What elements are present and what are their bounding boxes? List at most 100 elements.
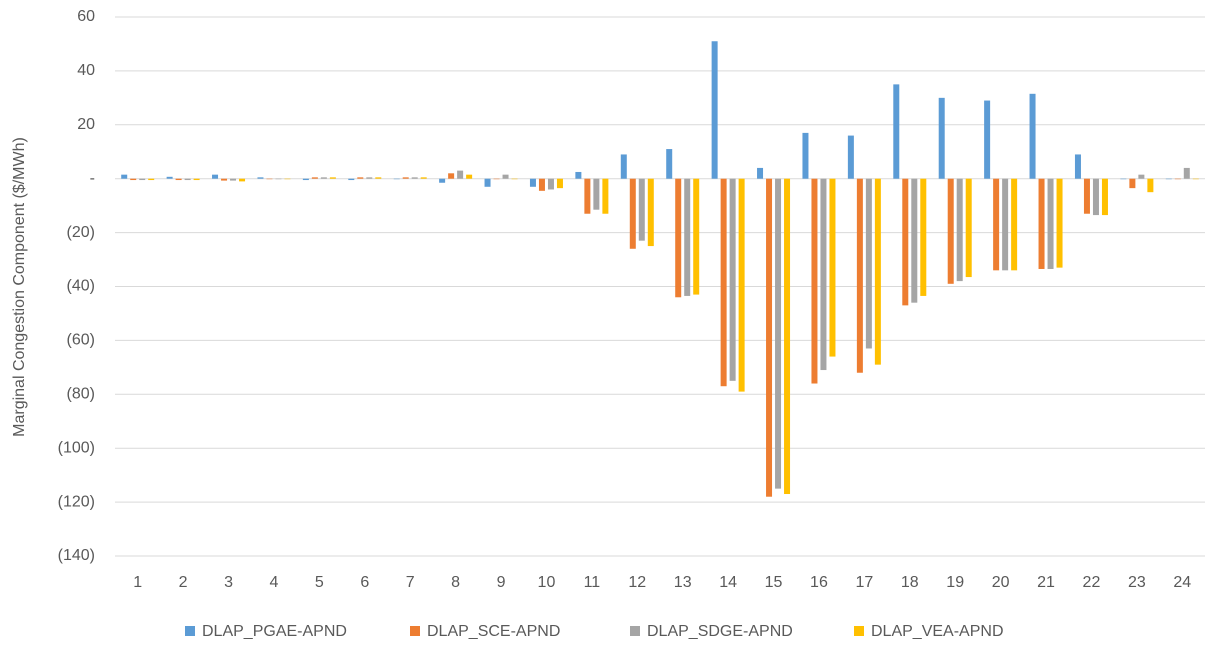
bar bbox=[484, 178, 491, 187]
bar bbox=[402, 177, 409, 179]
bar bbox=[993, 178, 1000, 271]
x-tick-label: 4 bbox=[270, 574, 279, 591]
bar bbox=[938, 97, 945, 179]
y-tick-label: (40) bbox=[67, 278, 95, 295]
bar bbox=[620, 154, 627, 179]
bar bbox=[1038, 178, 1045, 269]
bar bbox=[266, 178, 273, 180]
bar bbox=[738, 178, 745, 392]
bar bbox=[320, 177, 327, 179]
bar bbox=[1129, 178, 1136, 189]
bar bbox=[811, 178, 818, 384]
x-tick-label: 17 bbox=[855, 574, 873, 591]
bar bbox=[257, 177, 264, 179]
bar bbox=[1083, 178, 1090, 214]
bar bbox=[775, 178, 782, 489]
legend-label: DLAP_VEA-APND bbox=[871, 623, 1004, 640]
bar bbox=[602, 178, 609, 214]
bar bbox=[184, 178, 191, 181]
bar bbox=[375, 177, 382, 179]
y-tick-label: (80) bbox=[67, 386, 95, 403]
legend-label: DLAP_PGAE-APND bbox=[202, 623, 347, 640]
x-tick-label: 5 bbox=[315, 574, 324, 591]
bar bbox=[148, 178, 155, 181]
bar bbox=[956, 178, 963, 282]
bar bbox=[584, 178, 591, 214]
bar bbox=[647, 178, 654, 247]
bar bbox=[130, 178, 137, 181]
y-tick-label: (100) bbox=[58, 439, 95, 456]
bar bbox=[911, 178, 918, 303]
bar bbox=[493, 178, 500, 180]
x-tick-label: 24 bbox=[1173, 574, 1191, 591]
bar bbox=[1092, 178, 1099, 216]
bar bbox=[411, 177, 418, 179]
bar bbox=[420, 177, 427, 179]
x-tick-label: 15 bbox=[765, 574, 783, 591]
bar bbox=[784, 178, 791, 495]
y-tick-label: - bbox=[90, 170, 95, 187]
bar bbox=[556, 178, 563, 189]
bar bbox=[366, 177, 373, 179]
y-tick-label: (140) bbox=[58, 547, 95, 564]
bar bbox=[529, 178, 536, 187]
bar bbox=[693, 178, 700, 295]
y-tick-label: (20) bbox=[67, 224, 95, 241]
bar bbox=[920, 178, 927, 296]
x-tick-label: 18 bbox=[901, 574, 919, 591]
bar bbox=[221, 178, 228, 181]
bar bbox=[1002, 178, 1009, 271]
x-tick-label: 3 bbox=[224, 574, 233, 591]
bar bbox=[230, 178, 237, 181]
x-tick-label: 21 bbox=[1037, 574, 1055, 591]
x-tick-label: 11 bbox=[584, 574, 601, 591]
x-tick-label: 9 bbox=[497, 574, 506, 591]
bar bbox=[856, 178, 863, 373]
bar bbox=[766, 178, 773, 497]
bar bbox=[1011, 178, 1018, 271]
y-tick-label: (60) bbox=[67, 332, 95, 349]
legend-swatch bbox=[185, 626, 195, 636]
y-tick-label: (120) bbox=[58, 493, 95, 510]
bar bbox=[348, 178, 355, 181]
legend-label: DLAP_SDGE-APND bbox=[647, 623, 793, 640]
bar bbox=[711, 41, 718, 179]
bar bbox=[193, 178, 200, 181]
x-tick-label: 8 bbox=[451, 574, 460, 591]
y-tick-label: 60 bbox=[77, 8, 95, 25]
x-tick-label: 20 bbox=[992, 574, 1010, 591]
bar bbox=[547, 178, 554, 190]
y-tick-label: 40 bbox=[77, 62, 95, 79]
bar bbox=[1029, 93, 1036, 179]
bar bbox=[121, 174, 128, 179]
bar bbox=[311, 177, 318, 179]
bar bbox=[457, 170, 464, 179]
bar bbox=[1183, 167, 1190, 179]
bar bbox=[575, 171, 582, 179]
bar bbox=[511, 178, 518, 180]
bar bbox=[729, 178, 736, 381]
bar bbox=[302, 178, 309, 181]
bar bbox=[1147, 178, 1154, 193]
bar bbox=[284, 178, 291, 180]
bar bbox=[212, 174, 219, 179]
x-tick-label: 19 bbox=[946, 574, 964, 591]
bar bbox=[239, 178, 246, 182]
bar bbox=[847, 135, 854, 179]
y-axis-label: Marginal Congestion Component ($/MWh) bbox=[11, 137, 28, 437]
bar bbox=[984, 100, 991, 179]
bar bbox=[175, 178, 182, 181]
bar bbox=[902, 178, 909, 306]
legend-swatch bbox=[854, 626, 864, 636]
bar bbox=[802, 132, 809, 179]
x-tick-label: 22 bbox=[1083, 574, 1101, 591]
legend-swatch bbox=[410, 626, 420, 636]
bar bbox=[638, 178, 645, 241]
x-tick-label: 13 bbox=[674, 574, 692, 591]
bar bbox=[1165, 178, 1172, 180]
bar bbox=[439, 178, 446, 183]
bar bbox=[666, 149, 673, 179]
bar bbox=[393, 178, 400, 180]
x-tick-label: 1 bbox=[133, 574, 142, 591]
